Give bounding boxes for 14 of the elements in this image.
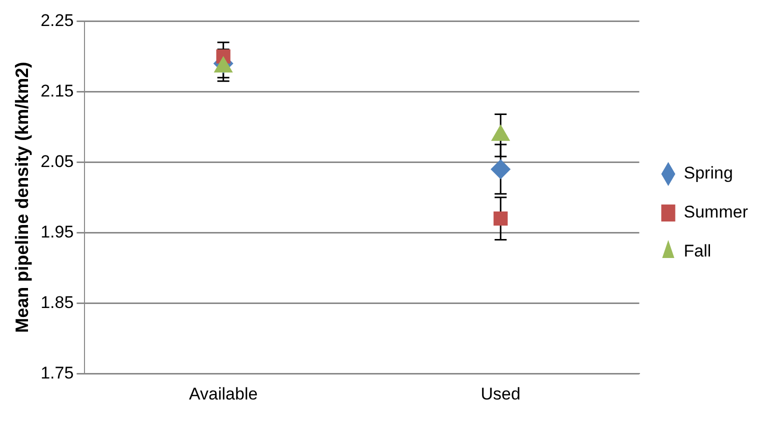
x-tick-label: Used [480,384,520,404]
y-tick-label: 1.85 [40,292,74,312]
x-tick-label: Available [188,384,258,404]
point [494,211,508,226]
point [490,159,511,180]
legend-label: Spring [684,164,733,183]
y-tick-label: 2.05 [40,152,74,171]
y-tick-label: 1.75 [40,363,74,382]
legend-label: Summer [684,202,748,222]
y-tick-label: 1.95 [40,222,74,242]
y-tick-label: 2.15 [40,81,74,100]
y-axis-title: Mean pipeline density (km/km2) [12,62,32,333]
legend-label: Fall [684,242,712,261]
y-tick-label: 2.25 [40,10,74,30]
